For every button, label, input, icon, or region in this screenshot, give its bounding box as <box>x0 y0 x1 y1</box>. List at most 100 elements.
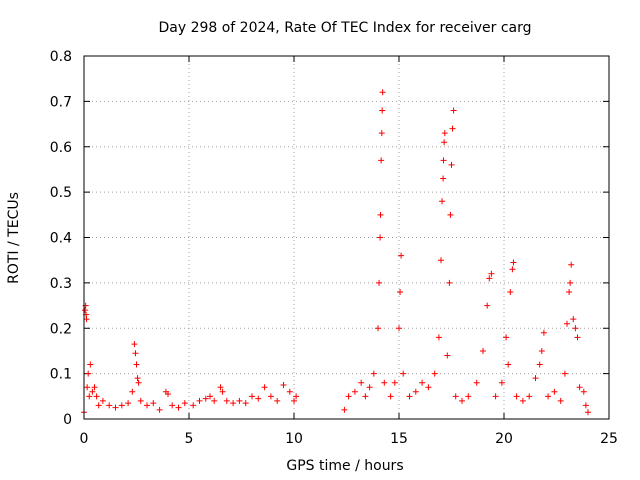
data-point <box>181 400 188 407</box>
data-point <box>217 384 224 391</box>
data-point <box>207 393 213 400</box>
data-point <box>435 334 442 341</box>
y-tick-label: 0 <box>63 412 72 428</box>
data-point <box>242 400 249 407</box>
data-point <box>345 393 352 400</box>
data-point <box>362 393 369 400</box>
data-point <box>196 397 203 404</box>
data-point <box>376 279 383 286</box>
data-point <box>473 379 480 386</box>
data-point <box>150 400 157 407</box>
data-point <box>564 320 570 327</box>
data-point <box>484 302 491 309</box>
data-point <box>444 352 451 359</box>
data-point <box>492 393 499 400</box>
data-point <box>381 379 388 386</box>
x-tick-label: 25 <box>600 431 618 447</box>
data-point <box>440 175 447 182</box>
data-point <box>91 384 98 391</box>
data-point <box>396 325 402 332</box>
data-point <box>447 211 454 218</box>
data-point <box>557 397 564 404</box>
data-point <box>580 388 587 395</box>
data-point <box>169 402 176 409</box>
data-point <box>498 379 505 386</box>
data-point <box>459 397 465 404</box>
y-tick-label: 0.8 <box>50 49 72 65</box>
data-point <box>370 370 377 377</box>
data-point <box>379 107 386 114</box>
chart-title: Day 298 of 2024, Rate Of TEC Index for r… <box>158 20 531 36</box>
data-points <box>81 89 591 416</box>
data-point <box>82 307 89 314</box>
data-point <box>509 266 516 273</box>
data-point <box>219 388 226 395</box>
data-point <box>397 288 404 295</box>
data-point <box>585 409 591 416</box>
data-point <box>293 393 300 400</box>
data-point <box>519 397 526 404</box>
data-point <box>351 388 358 395</box>
data-point <box>223 397 230 404</box>
data-point <box>131 341 138 348</box>
data-point <box>576 384 583 391</box>
plot-frame <box>83 55 610 420</box>
y-tick-label: 0.7 <box>50 94 72 110</box>
x-tick-label: 0 <box>80 431 89 447</box>
data-point <box>505 361 512 368</box>
data-point <box>572 325 579 332</box>
data-point <box>85 370 92 377</box>
data-point <box>446 279 453 286</box>
x-axis-label: GPS time / hours <box>286 458 403 474</box>
data-point <box>236 397 243 404</box>
data-point <box>513 393 520 400</box>
data-point <box>441 139 448 146</box>
data-point <box>83 316 90 323</box>
y-tick-label: 0.2 <box>50 321 72 337</box>
data-point <box>568 261 575 268</box>
data-point <box>144 402 150 409</box>
data-point <box>84 384 91 391</box>
data-point <box>125 400 132 407</box>
data-point <box>419 379 426 386</box>
data-point <box>441 130 448 137</box>
data-point <box>106 402 113 409</box>
data-point <box>267 393 274 400</box>
data-point <box>448 161 455 168</box>
data-point <box>99 397 106 404</box>
data-point <box>545 393 552 400</box>
data-point <box>450 107 457 114</box>
data-point <box>536 361 543 368</box>
data-point <box>510 259 517 266</box>
tick-labels: 0 5 10 15 20 25 0 0.1 0.2 0.3 0.4 0.5 0.6 0.7 0.8 <box>50 49 618 447</box>
data-point <box>261 384 268 391</box>
data-point <box>486 275 493 282</box>
data-point <box>280 381 287 388</box>
data-point <box>387 393 394 400</box>
data-point <box>190 402 197 409</box>
data-point <box>561 370 568 377</box>
data-point <box>438 257 444 264</box>
data-point <box>425 384 432 391</box>
data-point <box>156 406 163 413</box>
data-point <box>230 400 237 407</box>
data-point <box>112 404 119 411</box>
data-point <box>400 370 407 377</box>
data-point <box>255 395 262 402</box>
y-tick-label: 0.5 <box>50 185 72 201</box>
data-point <box>480 347 486 354</box>
data-point <box>358 379 365 386</box>
data-point <box>375 325 381 332</box>
y-tick-label: 0.1 <box>50 367 72 383</box>
data-point <box>551 388 558 395</box>
data-point <box>538 347 545 354</box>
data-point <box>93 393 100 400</box>
data-point <box>378 157 385 164</box>
data-point <box>574 334 581 341</box>
data-point <box>202 395 209 402</box>
data-point <box>449 125 456 132</box>
axis-ticks <box>83 55 610 420</box>
data-point <box>377 211 384 218</box>
data-point <box>129 388 136 395</box>
